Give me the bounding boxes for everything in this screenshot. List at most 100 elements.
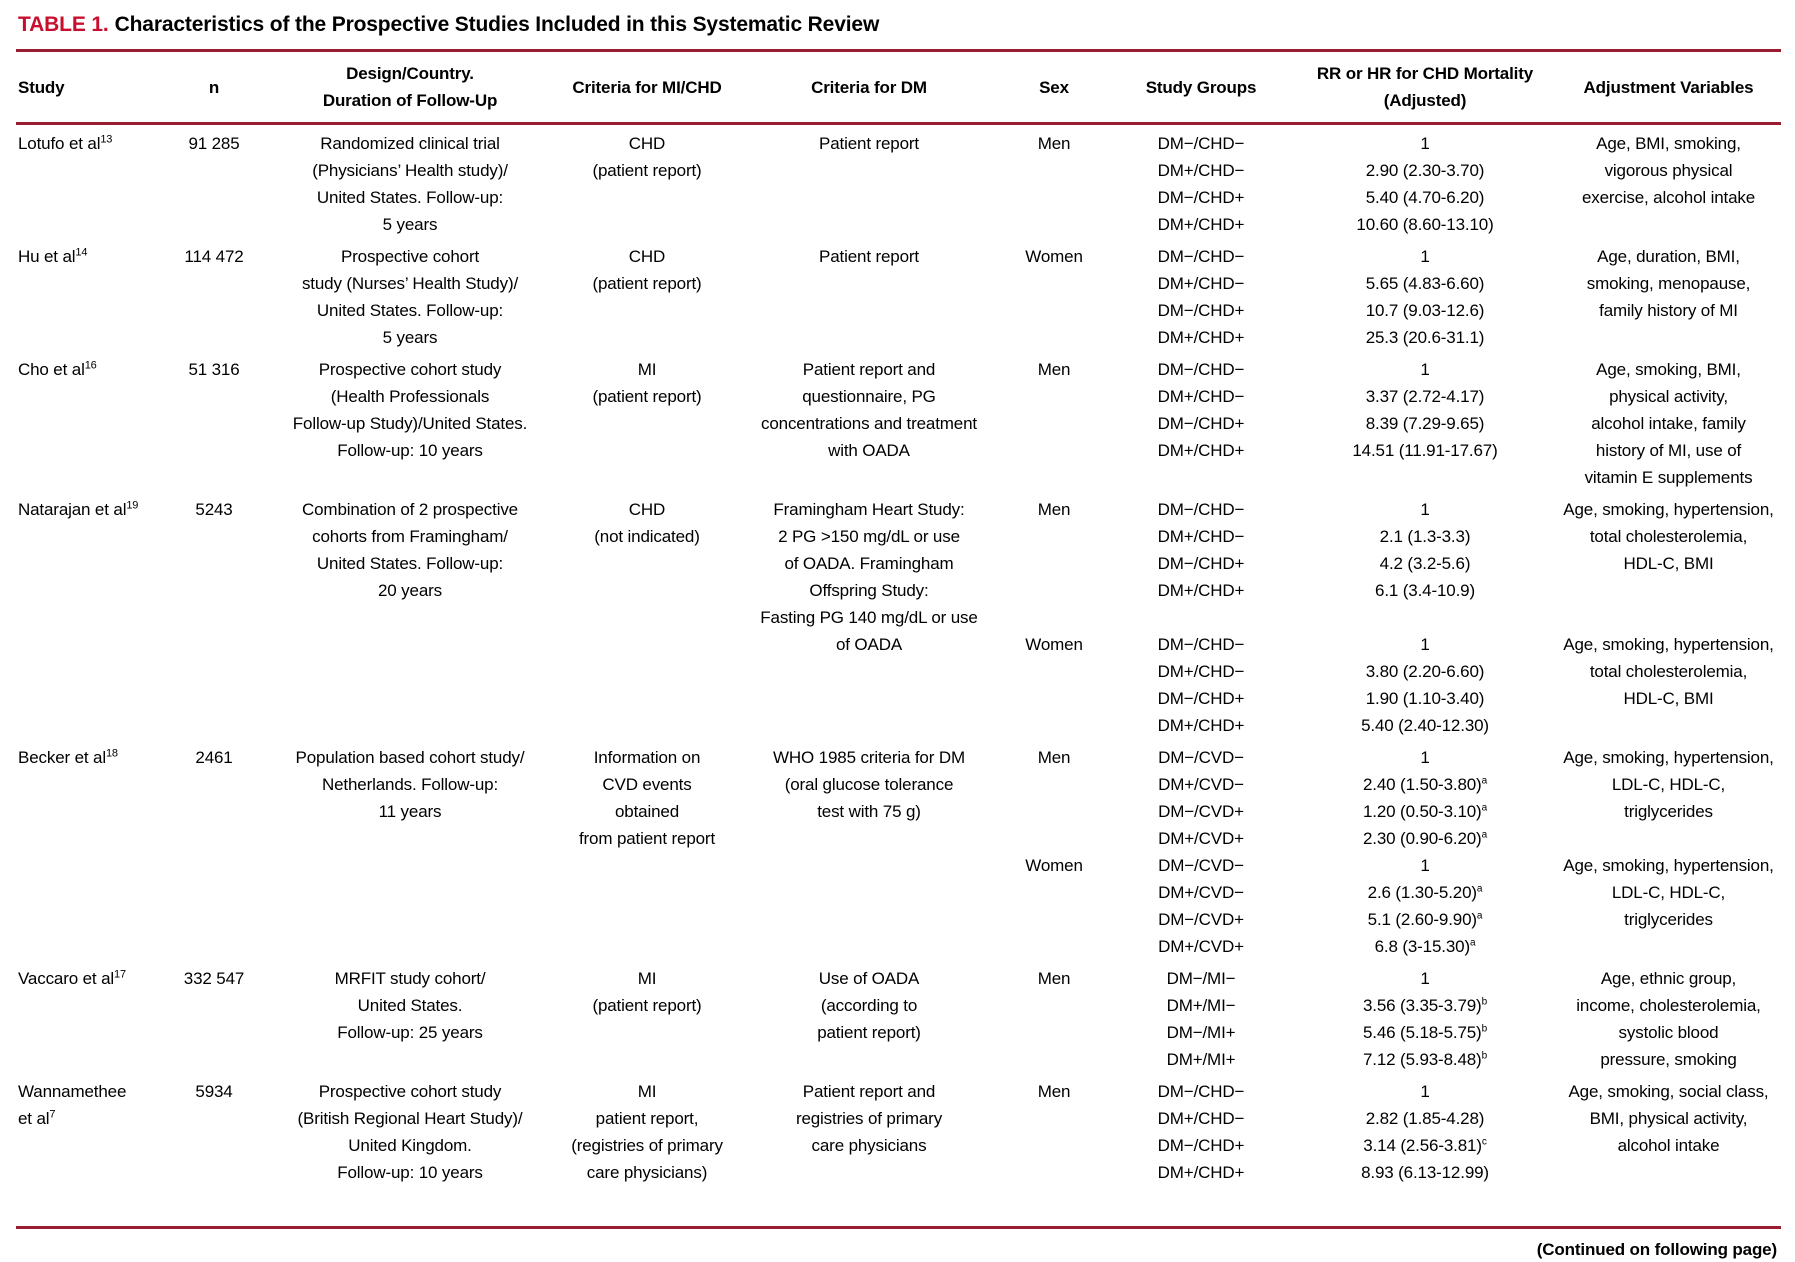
study-name: Lotufo et al bbox=[18, 134, 101, 153]
group-label: DM+/CHD+ bbox=[1157, 215, 1245, 234]
group-label: DM+/CVD− bbox=[1158, 775, 1244, 794]
sex-block: Women DM−/CHD− DM+/CHD− DM−/CHD+ DM+/CHD+ 1 5.… bbox=[1000, 243, 1781, 351]
criteria-dm-cell: Patient report bbox=[819, 134, 919, 153]
study-name-cell: Natarajan et al19 bbox=[16, 496, 164, 523]
rr-value: 1 bbox=[1420, 969, 1430, 988]
adjustment-cell: Age, smoking, hypertension, LDL-C, HDL-C… bbox=[1563, 856, 1774, 929]
group-label: DM+/CHD− bbox=[1157, 1109, 1245, 1128]
study-name: Hu et al bbox=[18, 247, 76, 266]
rr-cell: 1 5.65 (4.83-6.60) 10.7 (9.03-12.6) 25.3 (2… bbox=[1294, 243, 1556, 351]
group-label: DM−/MI+ bbox=[1166, 1023, 1236, 1042]
group-label: DM+/CHD− bbox=[1157, 527, 1245, 546]
rr-value-line: 2.82 (1.85-4.28) bbox=[1294, 1105, 1556, 1132]
design-cell: Prospective cohort study (British Region… bbox=[297, 1082, 523, 1182]
group-label: DM−/CHD+ bbox=[1157, 414, 1245, 433]
study-name-cell: Cho et al16 bbox=[16, 356, 164, 383]
continuation-note: (Continued on following page) bbox=[1536, 1240, 1777, 1259]
rr-value: 10.60 (8.60-13.10) bbox=[1356, 215, 1494, 234]
study-ref: 14 bbox=[75, 246, 88, 259]
rr-value-line: 1 bbox=[1294, 356, 1556, 383]
study-name-cell: Becker et al18 bbox=[16, 744, 164, 771]
rr-value: 2.82 (1.85-4.28) bbox=[1365, 1109, 1485, 1128]
sex-block: Men DM−/CHD− DM+/CHD− DM−/CHD+ DM+/CHD+ 1 2.90… bbox=[1000, 130, 1781, 238]
table-body: Lotufo et al13 91 285 Randomized clinical … bbox=[16, 125, 1781, 1191]
group-label: DM−/CHD+ bbox=[1157, 1136, 1245, 1155]
criteria-mi-cell: Information on CVD events obtained from … bbox=[578, 748, 716, 848]
sex-cell: Men bbox=[1037, 969, 1071, 988]
rr-value: 1 bbox=[1420, 500, 1430, 519]
group-label: DM−/CHD− bbox=[1157, 635, 1245, 654]
n-cell: 5934 bbox=[195, 1082, 233, 1101]
design-cell: Combination of 2 prospective cohorts fro… bbox=[302, 500, 518, 600]
footnote-marker: a bbox=[1476, 910, 1483, 922]
rr-value: 8.39 (7.29-9.65) bbox=[1365, 414, 1485, 433]
groups-cell: DM−/CHD− DM+/CHD− DM−/CHD+ DM+/CHD+ bbox=[1108, 243, 1294, 351]
table-number: TABLE 1. bbox=[18, 13, 109, 36]
sex-block: Men DM−/CHD− DM+/CHD− DM−/CHD+ DM+/CHD+ 1 2.1 … bbox=[1000, 496, 1781, 604]
rr-value: 2.90 (2.30-3.70) bbox=[1365, 161, 1485, 180]
groups-cell: DM−/CVD− DM+/CVD− DM−/CVD+ DM+/CVD+ bbox=[1108, 744, 1294, 852]
rr-value: 6.8 (3-15.30) bbox=[1374, 937, 1471, 956]
group-label: DM−/CHD− bbox=[1157, 134, 1245, 153]
rr-value: 1 bbox=[1420, 635, 1430, 654]
group-label: DM+/CHD+ bbox=[1157, 716, 1245, 735]
rr-value-line: 6.1 (3.4-10.9) bbox=[1294, 577, 1556, 604]
criteria-dm-cell: Patient report and questionnaire, PG con… bbox=[761, 360, 977, 460]
design-cell: Randomized clinical trial (Physicians’ H… bbox=[312, 134, 508, 234]
study-name-cell: Vaccaro et al17 bbox=[16, 965, 164, 992]
n-cell: 51 316 bbox=[188, 360, 240, 379]
group-label: DM+/CHD− bbox=[1157, 387, 1245, 406]
group-label: DM+/CVD+ bbox=[1158, 829, 1244, 848]
table-row: Wannamethee et al7 5934 Prospective cohort… bbox=[16, 1078, 1781, 1191]
group-label: DM−/CHD+ bbox=[1157, 689, 1245, 708]
column-header-sex: Sex bbox=[1039, 77, 1069, 97]
group-label: DM−/CHD− bbox=[1157, 360, 1245, 379]
group-label: DM−/CHD+ bbox=[1157, 301, 1245, 320]
rr-value-line: 7.12 (5.93-8.48)b bbox=[1294, 1046, 1556, 1073]
rr-value-line: 2.40 (1.50-3.80)a bbox=[1294, 771, 1556, 798]
column-header-n: n bbox=[208, 77, 220, 97]
study-ref: 17 bbox=[114, 968, 126, 981]
rr-value-line: 3.80 (2.20-6.60) bbox=[1294, 658, 1556, 685]
footnote-marker: a bbox=[1476, 883, 1483, 895]
n-cell: 5243 bbox=[195, 500, 233, 519]
sex-cell: Men bbox=[1037, 360, 1071, 379]
n-cell: 2461 bbox=[195, 748, 233, 767]
groups-cell: DM−/CHD− DM+/CHD− DM−/CHD+ DM+/CHD+ bbox=[1108, 356, 1294, 464]
criteria-dm-cell: Patient report bbox=[819, 247, 919, 266]
n-cell: 114 472 bbox=[184, 247, 244, 266]
rr-value-line: 3.14 (2.56-3.81)c bbox=[1294, 1132, 1556, 1159]
rr-value: 5.40 (2.40-12.30) bbox=[1361, 716, 1489, 735]
rr-value: 2.30 (0.90-6.20) bbox=[1363, 829, 1482, 848]
group-label: DM+/CHD− bbox=[1157, 662, 1245, 681]
rr-value: 3.14 (2.56-3.81) bbox=[1363, 1136, 1482, 1155]
group-label: DM−/CHD− bbox=[1157, 500, 1245, 519]
criteria-mi-cell: MI (patient report) bbox=[592, 360, 702, 406]
sex-blocks: Men DM−/CHD− DM+/CHD− DM−/CHD+ DM+/CHD+ 1 2.82… bbox=[1000, 1078, 1781, 1186]
group-label: DM−/MI− bbox=[1166, 969, 1236, 988]
groups-cell: DM−/CHD− DM+/CHD− DM−/CHD+ DM+/CHD+ bbox=[1108, 1078, 1294, 1186]
sex-blocks: Men DM−/CHD− DM+/CHD− DM−/CHD+ DM+/CHD+ 1 2.90… bbox=[1000, 130, 1781, 238]
rr-value-line: 8.39 (7.29-9.65) bbox=[1294, 410, 1556, 437]
group-label: DM+/CHD+ bbox=[1157, 328, 1245, 347]
group-label: DM−/CVD+ bbox=[1158, 802, 1244, 821]
rr-cell: 1 2.90 (2.30-3.70) 5.40 (4.70-6.20) 10.60 (… bbox=[1294, 130, 1556, 238]
column-header-design: Design/Country. Duration of Follow-Up bbox=[322, 64, 498, 110]
rr-cell: 1 2.82 (1.85-4.28) 3.14 (2.56-3.81)c 8.93 (… bbox=[1294, 1078, 1556, 1186]
rr-value: 5.40 (4.70-6.20) bbox=[1365, 188, 1485, 207]
rr-value-line: 1 bbox=[1294, 1078, 1556, 1105]
rr-cell: 1 2.40 (1.50-3.80)a 1.20 (0.50-3.10)a 2.30 … bbox=[1294, 744, 1556, 852]
adjustment-cell: Age, BMI, smoking, vigorous physical exe… bbox=[1581, 134, 1756, 207]
criteria-mi-cell: CHD (not indicated) bbox=[594, 500, 700, 546]
footnote-marker: a bbox=[1481, 829, 1488, 841]
table-row: Hu et al14 114 472 Prospective cohort stud… bbox=[16, 243, 1781, 356]
sex-cell: Women bbox=[1025, 635, 1083, 654]
sex-blocks: Men DM−/CVD− DM+/CVD− DM−/CVD+ DM+/CVD+ 1 2.40… bbox=[1000, 744, 1781, 960]
column-header-study-groups: Study Groups bbox=[1145, 77, 1257, 97]
rr-value-line: 3.56 (3.35-3.79)b bbox=[1294, 992, 1556, 1019]
group-label: DM+/MI+ bbox=[1166, 1050, 1236, 1069]
design-cell: Prospective cohort study (Health Profess… bbox=[292, 360, 528, 460]
study-name: Vaccaro et al bbox=[18, 969, 115, 988]
column-header-criteria-mi: Criteria for MI/CHD bbox=[572, 77, 722, 97]
sex-block: Men DM−/CVD− DM+/CVD− DM−/CVD+ DM+/CVD+ 1 2.40… bbox=[1000, 744, 1781, 852]
